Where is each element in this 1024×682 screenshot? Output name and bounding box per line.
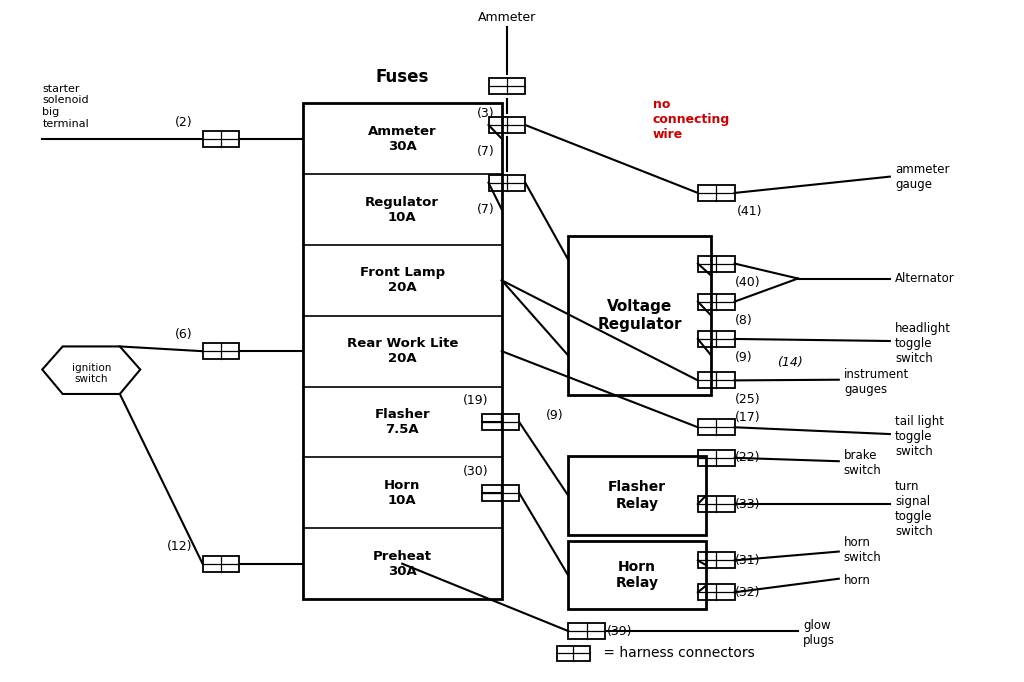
Text: (33): (33) xyxy=(734,497,760,511)
Bar xyxy=(698,419,734,435)
Text: turn
signal
toggle
switch: turn signal toggle switch xyxy=(895,480,933,539)
Bar xyxy=(568,623,605,639)
Text: (14): (14) xyxy=(777,356,803,369)
Text: ignition
switch: ignition switch xyxy=(72,363,111,385)
Bar xyxy=(698,256,734,271)
Text: Ammeter: Ammeter xyxy=(478,11,536,24)
Bar xyxy=(698,552,734,568)
Text: (32): (32) xyxy=(734,586,760,599)
Bar xyxy=(568,236,711,396)
Text: (6): (6) xyxy=(175,328,193,341)
Bar xyxy=(482,414,519,430)
Bar xyxy=(698,372,734,388)
Text: Voltage
Regulator: Voltage Regulator xyxy=(597,299,682,331)
Text: headlight
toggle
switch: headlight toggle switch xyxy=(895,321,951,365)
Text: tail light
toggle
switch: tail light toggle switch xyxy=(895,415,944,458)
Text: (17): (17) xyxy=(734,411,760,424)
Text: instrument
gauges: instrument gauges xyxy=(844,368,909,396)
Text: no
connecting
wire: no connecting wire xyxy=(653,98,730,141)
Text: Fuses: Fuses xyxy=(376,68,429,87)
Bar xyxy=(698,450,734,466)
Bar xyxy=(698,584,734,600)
Bar xyxy=(203,131,240,147)
Text: (19): (19) xyxy=(463,394,488,407)
Bar xyxy=(568,456,706,535)
Text: (12): (12) xyxy=(167,541,193,554)
Text: glow
plugs: glow plugs xyxy=(803,619,835,647)
Text: Rear Work Lite
20A: Rear Work Lite 20A xyxy=(346,337,458,365)
Bar xyxy=(203,343,240,359)
Text: Horn
10A: Horn 10A xyxy=(384,479,421,507)
Text: Flasher
Relay: Flasher Relay xyxy=(608,480,667,511)
Text: (8): (8) xyxy=(734,314,753,327)
Text: (22): (22) xyxy=(734,451,760,464)
Bar xyxy=(488,175,525,191)
Text: (41): (41) xyxy=(736,205,762,218)
Text: (31): (31) xyxy=(734,554,760,567)
Text: = harness connectors: = harness connectors xyxy=(599,647,755,660)
Text: ammeter
gauge: ammeter gauge xyxy=(895,162,949,191)
Text: horn: horn xyxy=(844,574,870,587)
Bar xyxy=(698,185,734,201)
Bar xyxy=(698,294,734,310)
Text: (7): (7) xyxy=(477,145,495,158)
Text: (25): (25) xyxy=(734,393,760,406)
Bar xyxy=(488,78,525,94)
Text: (3): (3) xyxy=(477,106,495,119)
Text: Alternator: Alternator xyxy=(895,272,954,285)
Text: Horn
Relay: Horn Relay xyxy=(615,560,658,591)
Text: Regulator
10A: Regulator 10A xyxy=(366,196,439,224)
Text: Preheat
30A: Preheat 30A xyxy=(373,550,432,578)
Text: Ammeter
30A: Ammeter 30A xyxy=(368,125,436,153)
Text: (39): (39) xyxy=(607,625,633,638)
Text: Front Lamp
20A: Front Lamp 20A xyxy=(359,267,444,295)
Bar xyxy=(303,103,502,599)
Text: (40): (40) xyxy=(734,276,760,288)
Bar xyxy=(203,556,240,572)
Text: (9): (9) xyxy=(734,351,753,364)
Text: (2): (2) xyxy=(175,115,193,128)
Text: (9): (9) xyxy=(546,409,563,422)
Text: brake
switch: brake switch xyxy=(844,449,882,477)
Text: horn
switch: horn switch xyxy=(844,536,882,564)
Bar xyxy=(568,542,706,609)
Bar xyxy=(698,496,734,512)
Text: (7): (7) xyxy=(477,203,495,216)
Bar xyxy=(482,485,519,501)
Bar xyxy=(557,647,590,660)
Bar xyxy=(698,331,734,347)
Text: (30): (30) xyxy=(463,465,488,478)
Text: Flasher
7.5A: Flasher 7.5A xyxy=(375,408,430,436)
Bar xyxy=(488,117,525,133)
Text: starter
solenoid
big
terminal: starter solenoid big terminal xyxy=(42,84,89,128)
